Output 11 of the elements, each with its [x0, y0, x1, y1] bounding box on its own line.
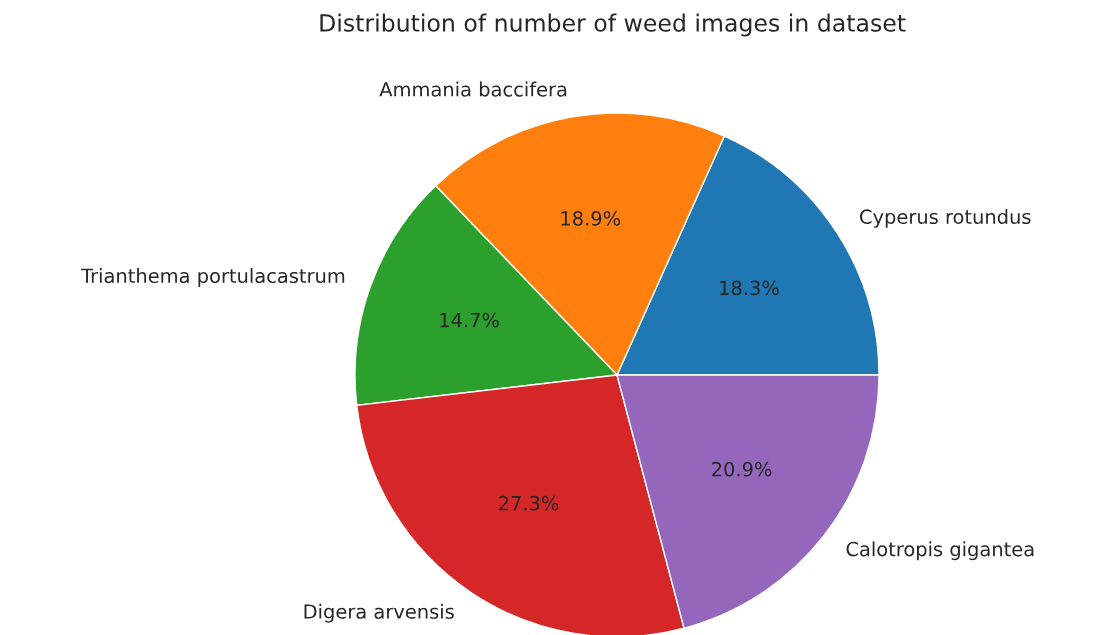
data-label: 20.9%: [712, 461, 772, 477]
data-label: 18.9%: [561, 211, 621, 226]
data-label: 18.3%: [720, 280, 779, 296]
slice-label: Calotropis gigantea: [846, 541, 1034, 561]
chart-title: Distribution of number of weed images in dataset: [320, 13, 906, 37]
slice-label: Ammania baccifera: [379, 81, 567, 97]
data-label: 27.3%: [499, 495, 559, 511]
slice-label: Digera arvensis: [304, 603, 454, 623]
slice-label: Cyperus rotundus: [860, 209, 1031, 228]
data-label: 14.7%: [440, 312, 499, 328]
slice-label: Trianthema portulacastrum: [81, 268, 345, 287]
